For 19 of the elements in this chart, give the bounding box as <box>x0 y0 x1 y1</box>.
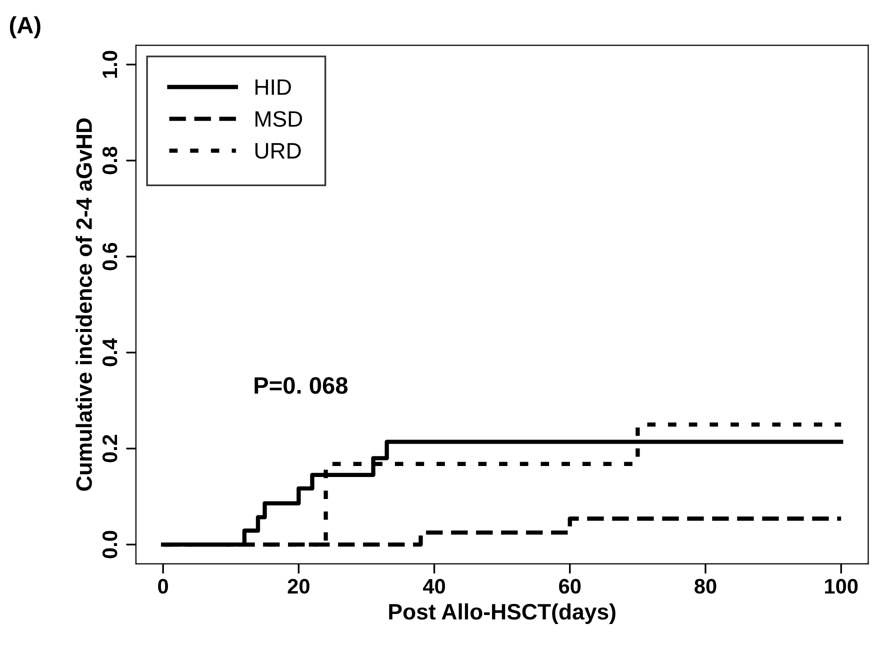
y-tick-label: 0.4 <box>102 338 118 366</box>
legend-label: HID <box>256 80 291 95</box>
annotation: P=0. 068 <box>254 377 348 394</box>
legend-label: URD <box>255 143 301 159</box>
y-tick-label: 0.8 <box>102 146 118 174</box>
x-axis-title: Post Allo-HSCT(days) <box>389 603 616 624</box>
x-tick-label: 0 <box>158 578 168 594</box>
x-tick-label: 20 <box>288 578 310 594</box>
x-tick-label: 60 <box>559 578 581 594</box>
chart-title: (A) <box>10 16 40 38</box>
y-tick-label: 0.0 <box>102 530 118 558</box>
x-tick-label: 40 <box>423 578 446 594</box>
legend-label: MSD <box>256 111 302 127</box>
y-axis-title: Cumulative incidence of 2-4 aGvHD <box>76 118 92 491</box>
y-tick-label: 1.0 <box>102 50 118 78</box>
y-tick-label: 0.6 <box>102 242 118 270</box>
x-tick-label: 100 <box>825 578 858 594</box>
y-tick-label: 0.2 <box>102 434 118 462</box>
x-tick-label: 80 <box>694 578 716 594</box>
